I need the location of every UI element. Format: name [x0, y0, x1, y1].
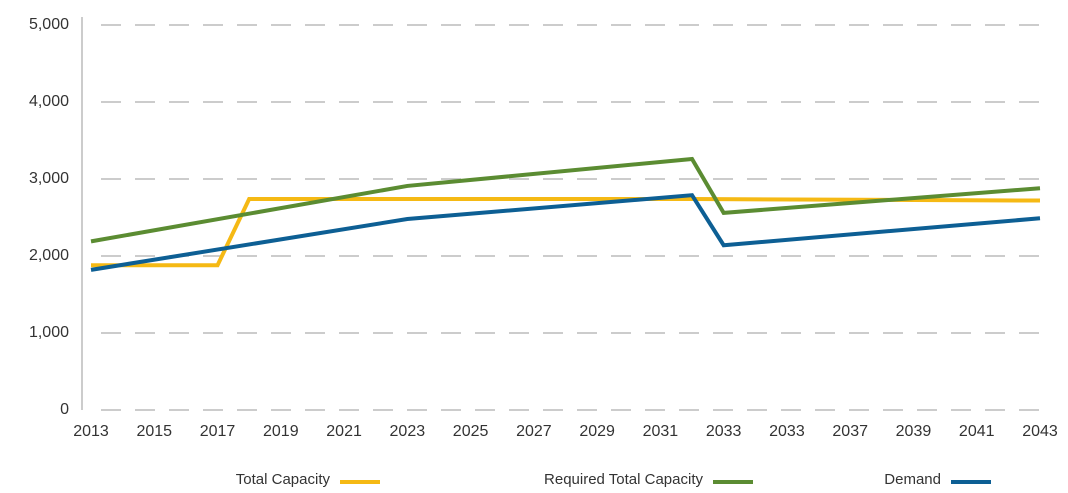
- x-tick-label: 2027: [516, 423, 552, 440]
- x-tick-label: 2017: [200, 423, 236, 440]
- x-tick-label: 2033: [769, 423, 805, 440]
- x-tick-label: 2021: [326, 423, 362, 440]
- x-tick-label: 2029: [579, 423, 615, 440]
- y-tick-label: 4,000: [29, 93, 69, 110]
- x-tick-label: 2041: [959, 423, 995, 440]
- y-tick-label: 1,000: [29, 324, 69, 341]
- y-tick-label: 5,000: [29, 16, 69, 33]
- x-tick-label: 2031: [643, 423, 679, 440]
- x-tick-label: 2039: [896, 423, 932, 440]
- legend-label: Demand: [884, 471, 941, 488]
- x-tick-label: 2015: [136, 423, 172, 440]
- x-tick-label: 2025: [453, 423, 489, 440]
- y-tick-label: 0: [60, 401, 69, 418]
- x-tick-label: 2037: [832, 423, 868, 440]
- y-tick-label: 3,000: [29, 170, 69, 187]
- x-tick-label: 2013: [73, 423, 109, 440]
- line-series: [90, 193, 1041, 272]
- x-tick-label: 2019: [263, 423, 299, 440]
- x-tick-label: 2033: [706, 423, 742, 440]
- legend-label: Total Capacity: [236, 471, 331, 488]
- y-tick-label: 2,000: [29, 247, 69, 264]
- x-tick-label: 2043: [1022, 423, 1058, 440]
- x-tick-label: 2023: [390, 423, 426, 440]
- legend-label: Required Total Capacity: [544, 471, 703, 488]
- line-series: [90, 156, 1041, 244]
- line-series: [91, 197, 1041, 268]
